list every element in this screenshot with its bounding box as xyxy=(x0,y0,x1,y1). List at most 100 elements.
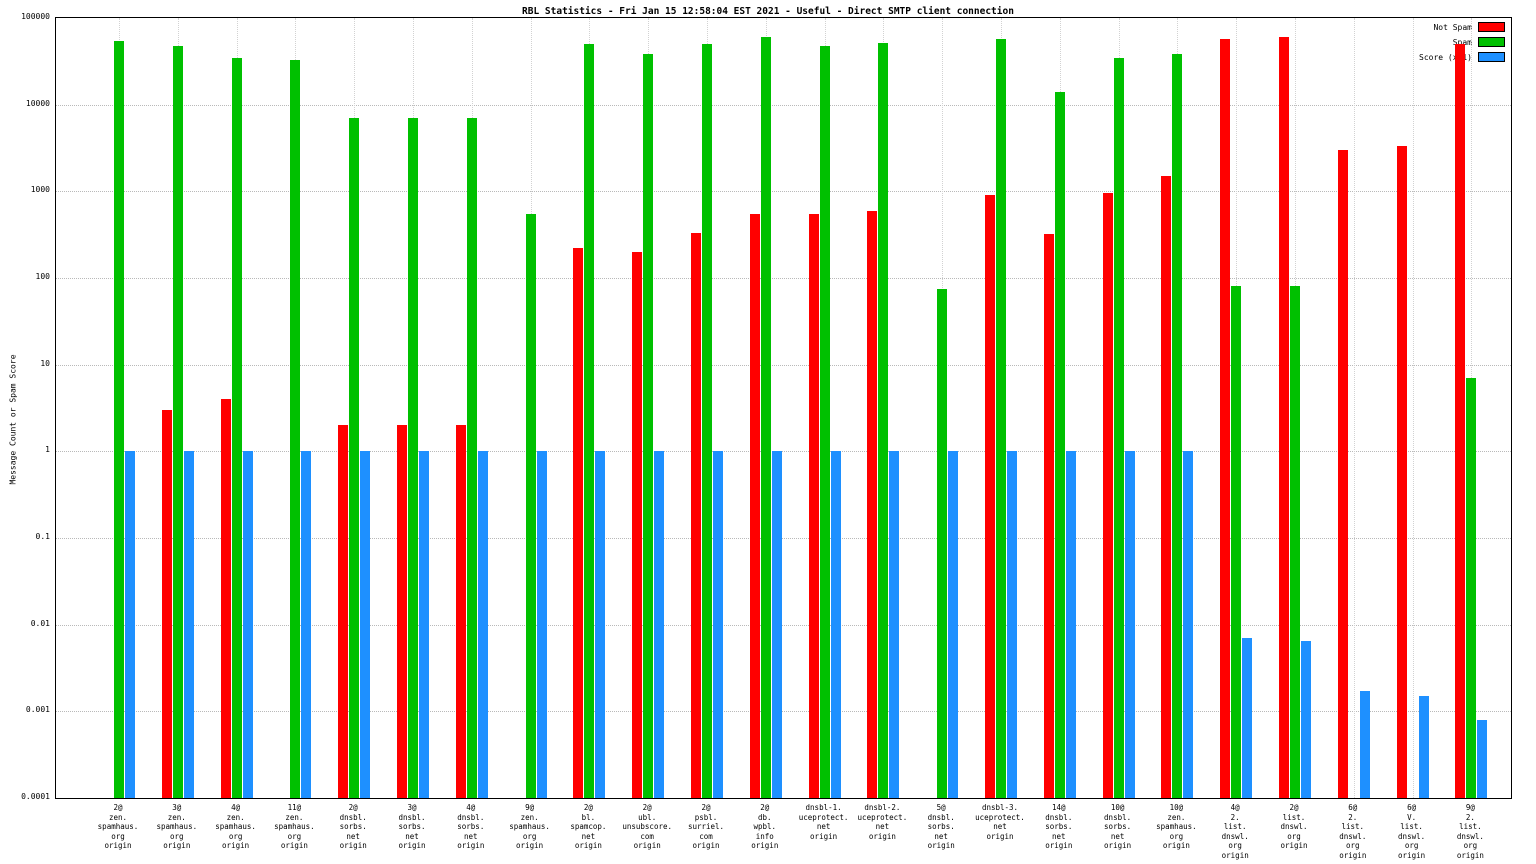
bar-not-spam xyxy=(455,425,466,798)
bar-score xyxy=(1477,719,1488,798)
y-tick-label: 0.01 xyxy=(30,618,50,628)
legend-swatch-score xyxy=(1478,52,1505,62)
bar-spam xyxy=(643,54,654,798)
bar-score xyxy=(889,451,900,798)
bar-spam xyxy=(114,40,124,798)
y-tick-label: 1 xyxy=(45,445,50,455)
h-gridline xyxy=(56,538,1511,539)
h-gridline xyxy=(56,624,1511,626)
x-category-label: 2@ dnsbl. sorbs. net origin xyxy=(339,803,367,850)
h-gridline xyxy=(56,451,1511,453)
bar-score xyxy=(360,451,371,798)
h-gridline xyxy=(56,104,1511,106)
v-gridline xyxy=(1412,18,1414,798)
bar-spam xyxy=(172,45,183,798)
bar-spam xyxy=(466,118,477,798)
bar-spam xyxy=(819,45,830,798)
x-category-label: 2@ bl. spamcop. net origin xyxy=(570,803,607,850)
bar-not-spam xyxy=(338,425,349,798)
bar-not-spam xyxy=(1161,176,1172,798)
bar-score xyxy=(477,451,488,798)
bar-spam xyxy=(1290,286,1300,798)
y-tick-label: 100 xyxy=(35,272,50,281)
bar-spam xyxy=(1113,57,1124,798)
legend-item-not-spam: Not Spam xyxy=(1419,22,1505,32)
bar-score xyxy=(1007,451,1017,798)
bar-not-spam xyxy=(220,399,231,798)
legend: Not Spam Spam Score (x.1) xyxy=(1419,22,1505,67)
x-category-label: 4@ 2. list. dnswl. org origin xyxy=(1221,803,1249,860)
bar-not-spam xyxy=(1337,149,1348,798)
x-category-label: 10@ dnsbl. sorbs. net origin xyxy=(1104,803,1132,850)
x-axis-labels: 2@ zen. spamhaus. org origin 3@ zen. spam… xyxy=(0,803,1536,861)
x-category-label: 2@ list. dnswl. org origin xyxy=(1280,803,1308,850)
h-gridline xyxy=(56,191,1511,193)
x-category-label: 9@ zen. spamhaus. org origin xyxy=(509,803,550,850)
bar-spam xyxy=(760,37,771,798)
bar-score xyxy=(242,451,253,798)
v-gridline xyxy=(1353,18,1355,798)
bar-not-spam xyxy=(691,233,701,798)
bar-spam xyxy=(525,213,536,798)
bar-not-spam xyxy=(1102,193,1113,798)
bar-spam xyxy=(584,44,595,798)
bar-not-spam xyxy=(632,251,643,798)
y-tick-label: 10000 xyxy=(25,98,50,108)
bar-not-spam xyxy=(1396,146,1407,798)
x-category-label: 2@ ubl. unsubscore. com origin xyxy=(622,803,673,850)
bar-not-spam xyxy=(1279,37,1289,798)
x-category-label: 11@ zen. spamhaus. org origin xyxy=(274,803,315,850)
y-tick-label: 1000 xyxy=(30,185,50,195)
x-category-label: 14@ dnsbl. sorbs. net origin xyxy=(1045,803,1073,850)
bar-score xyxy=(1183,451,1194,798)
bar-spam xyxy=(878,42,889,798)
bar-spam xyxy=(702,44,712,798)
chart-title: RBL Statistics - Fri Jan 15 12:58:04 EST… xyxy=(522,6,1014,17)
x-category-label: dnsbl-3. uceprotect. net origin xyxy=(975,803,1025,841)
bar-spam xyxy=(1172,54,1183,798)
x-category-label: 2@ db. wpbl. info origin xyxy=(751,803,779,850)
legend-label-score: Score (x.1) xyxy=(1419,52,1472,62)
bar-spam xyxy=(231,57,242,798)
h-gridline xyxy=(56,711,1511,713)
bar-score xyxy=(1065,451,1076,798)
y-tick-label: 100000 xyxy=(21,12,50,21)
x-category-label: 6@ 2. list. dnswl. org origin xyxy=(1339,803,1367,860)
x-category-label: 3@ zen. spamhaus. org origin xyxy=(156,803,198,850)
bar-spam xyxy=(996,39,1006,798)
legend-swatch-not-spam xyxy=(1478,22,1505,32)
bar-spam xyxy=(408,118,418,798)
bar-not-spam xyxy=(985,195,995,798)
bar-score xyxy=(713,451,723,798)
x-category-label: 4@ zen. spamhaus. org origin xyxy=(215,803,256,850)
x-category-label: 9@ 2. list. dnswl. org origin xyxy=(1456,803,1484,860)
plot-area: Not Spam Spam Score (x.1) xyxy=(55,17,1512,799)
y-tick-label: 10 xyxy=(40,358,50,368)
h-gridline xyxy=(56,364,1511,366)
legend-swatch-spam xyxy=(1478,37,1505,47)
bar-spam xyxy=(1054,92,1065,798)
x-category-label: dnsbl-2. uceprotect. net origin xyxy=(857,803,908,841)
bar-score xyxy=(183,451,194,798)
x-category-label: 5@ dnsbl. sorbs. net origin xyxy=(927,803,955,850)
bar-score xyxy=(419,451,429,798)
bar-not-spam xyxy=(749,213,760,798)
bar-spam xyxy=(349,118,360,798)
bar-not-spam xyxy=(1455,44,1466,798)
bar-score xyxy=(1418,696,1429,798)
x-category-label: 2@ zen. spamhaus. org origin xyxy=(97,803,139,850)
x-category-label: 6@ V. list. dnswl. org origin xyxy=(1398,803,1426,860)
bar-not-spam xyxy=(808,213,819,798)
x-category-label: 10@ zen. spamhaus. org origin xyxy=(1156,803,1197,850)
bar-score xyxy=(301,451,312,798)
bar-spam xyxy=(1466,378,1477,798)
y-tick-label: 0.1 xyxy=(35,532,50,541)
bar-spam xyxy=(937,288,948,798)
x-category-label: dnsbl-1. uceprotect. net origin xyxy=(798,803,849,841)
bar-not-spam xyxy=(397,425,407,798)
y-tick-label: 0.001 xyxy=(25,705,50,715)
legend-label-spam: Spam xyxy=(1452,37,1472,47)
bar-score xyxy=(654,451,665,798)
x-category-label: 2@ psbl. surriel. com origin xyxy=(687,803,725,850)
h-gridline xyxy=(56,278,1511,279)
